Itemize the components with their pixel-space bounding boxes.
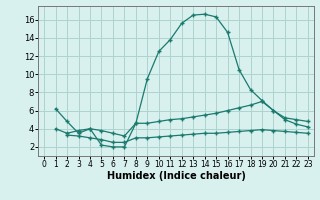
X-axis label: Humidex (Indice chaleur): Humidex (Indice chaleur) xyxy=(107,171,245,181)
